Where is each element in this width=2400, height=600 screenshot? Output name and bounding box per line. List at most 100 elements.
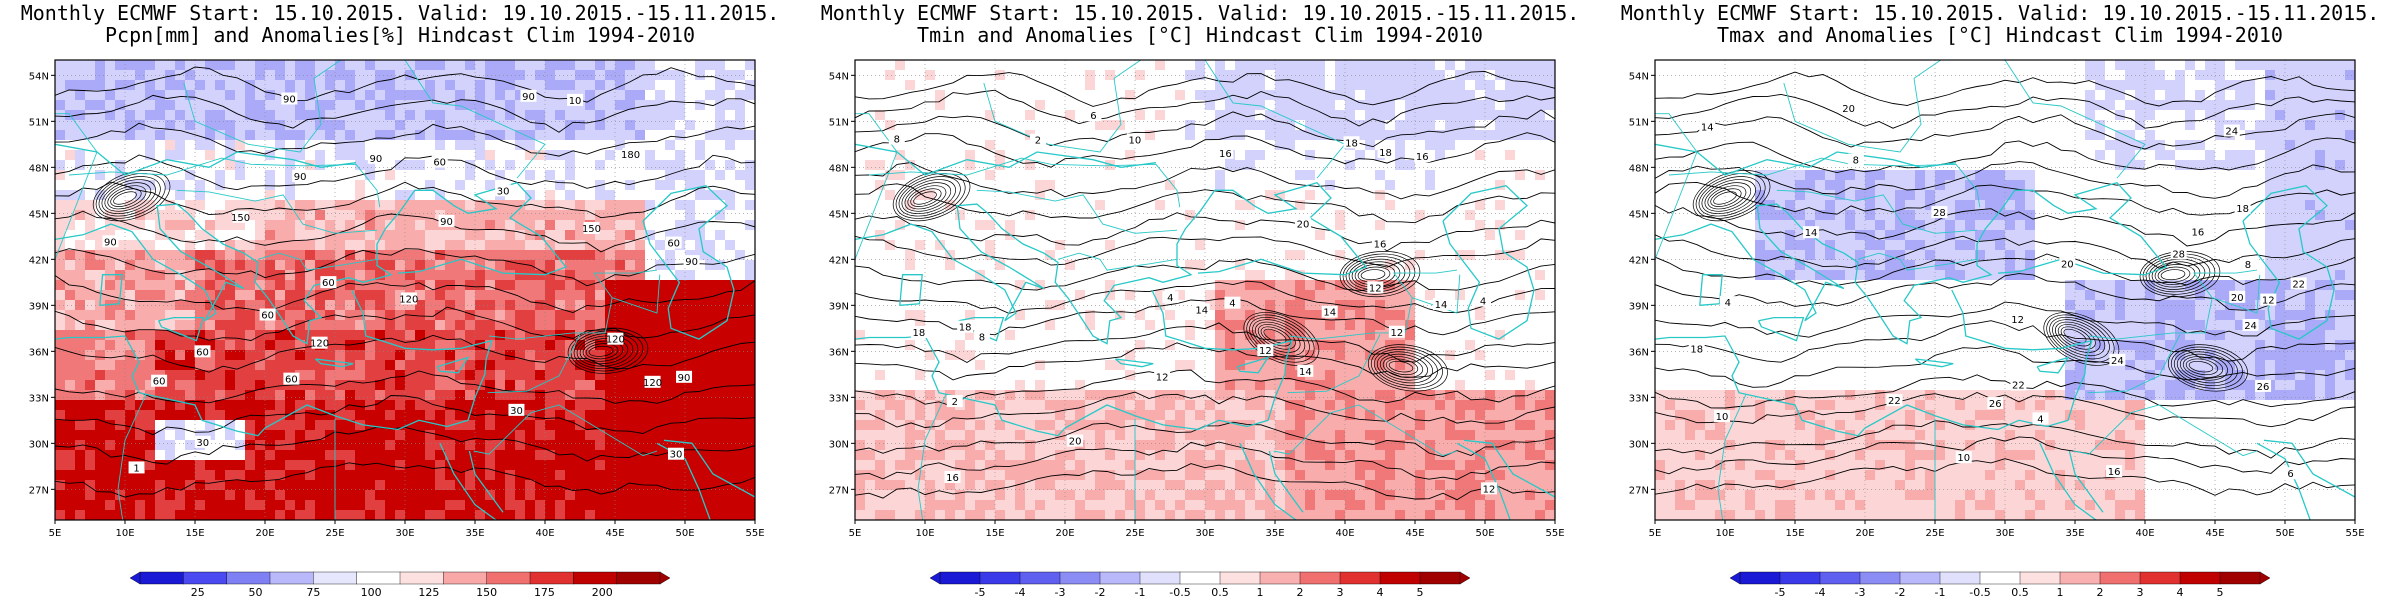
- country-border: [1717, 394, 1747, 520]
- contour-line: [1655, 93, 2355, 129]
- coastline: [1463, 439, 1555, 498]
- colorbar-label: -0.5: [1969, 586, 1990, 599]
- contour-line: [1655, 253, 2355, 286]
- colorbar-label: -3: [1855, 586, 1866, 599]
- contour-line: [588, 345, 614, 357]
- contour-label: 2: [952, 397, 958, 408]
- colorbar-label: 200: [592, 586, 613, 599]
- colorbar-label: 1: [2057, 586, 2064, 599]
- contour-label: 90: [283, 95, 296, 106]
- colorbar-label: 0.5: [2011, 586, 2029, 599]
- panel-title-line2: Tmin and Anomalies [°C] Hindcast Clim 19…: [917, 23, 1483, 47]
- tmin-map: 4212841412181016121420161814121620181214…: [829, 59, 1565, 599]
- colorbar-label: -4: [1815, 586, 1826, 599]
- colorbar-label: 0.5: [1211, 586, 1229, 599]
- coastline: [1239, 443, 1297, 520]
- colorbar-label: 5: [2217, 586, 2224, 599]
- country-border: [1783, 78, 1922, 153]
- lon-tick-label: 55E: [745, 528, 764, 539]
- contour-line: [573, 332, 639, 369]
- lon-tick-label: 10E: [915, 528, 934, 539]
- contour-label: 14: [1701, 123, 1714, 134]
- contour-label: 12: [1483, 484, 1496, 495]
- contour-line: [2167, 344, 2248, 392]
- country-border: [868, 157, 1181, 208]
- country-border: [1273, 404, 1458, 457]
- country-border: [257, 252, 378, 271]
- contour-label: 8: [894, 135, 900, 146]
- map-field: 90 60 30 90 60 90 120 90 120 180 150 120 150 60 60 120 6…: [55, 60, 755, 520]
- coastline: [1699, 274, 1723, 306]
- contour-line: [1698, 176, 1761, 217]
- contour-label: 120: [643, 378, 662, 389]
- colorbar-segment: [939, 571, 981, 585]
- contour-line: [855, 369, 1555, 408]
- lon-tick-label: 15E: [185, 528, 204, 539]
- contour-label: 12: [1156, 373, 1169, 384]
- contour-line: [855, 70, 1555, 107]
- coastline: [1442, 184, 1535, 340]
- contour-label: 26: [1989, 399, 2002, 410]
- lon-tick-label: 45E: [605, 528, 624, 539]
- contour-label: 18: [913, 328, 926, 339]
- contour-line: [2185, 358, 2219, 376]
- contour-line: [1246, 314, 1315, 363]
- colorbar-label: 1: [1257, 586, 1264, 599]
- contour-label: 90: [522, 92, 535, 103]
- lat-tick-label: 33N: [829, 393, 849, 404]
- colorbar-label: 2: [2097, 586, 2104, 599]
- lon-tick-label: 55E: [2345, 528, 2364, 539]
- contour-line: [55, 306, 755, 341]
- colorbar-segment: [616, 571, 661, 585]
- country-border: [983, 78, 1122, 153]
- contour-line: [1373, 349, 1438, 386]
- lat-tick-label: 45N: [29, 209, 49, 220]
- contour-line: [582, 340, 624, 362]
- coastline: [314, 358, 354, 368]
- contour-label: 150: [582, 224, 601, 235]
- contour-label: 120: [606, 335, 625, 346]
- coastline: [1655, 289, 2093, 437]
- contour-line: [55, 334, 755, 373]
- lat-tick-label: 39N: [829, 301, 849, 312]
- contour-line: [855, 235, 1555, 268]
- lat-tick-label: 27N: [1629, 485, 1649, 496]
- contour-label: 90: [440, 217, 453, 228]
- contour-line: [113, 191, 137, 205]
- colorbar-segment: [269, 571, 314, 585]
- lat-tick-label: 27N: [829, 485, 849, 496]
- contour-line: [1695, 173, 1766, 219]
- contour-line: [1655, 137, 2355, 174]
- lat-tick-label: 42N: [29, 255, 49, 266]
- contour-label: 18: [1345, 138, 1358, 149]
- tmax-map: 4861012161418202224262820222426161814121…: [1629, 59, 2365, 599]
- contour-label: 14: [1323, 308, 1336, 319]
- colorbar-arrow-left: [1729, 571, 1741, 585]
- contour-label: 28: [1933, 208, 1946, 219]
- contour-line: [2049, 316, 2110, 360]
- colorbar-segment: [1899, 571, 1941, 585]
- colorbar-segment: [139, 571, 184, 585]
- contour-line: [855, 258, 1555, 292]
- country-border: [1288, 269, 1458, 340]
- contour-line: [1385, 358, 1419, 376]
- contour-line: [1655, 205, 2355, 247]
- lat-tick-label: 39N: [29, 301, 49, 312]
- contour-line: [904, 182, 952, 212]
- colorbar-segment: [529, 571, 574, 585]
- colorbar-segment: [183, 571, 228, 585]
- contour-line: [855, 162, 1555, 200]
- contour-line: [110, 188, 142, 207]
- lon-tick-label: 40E: [535, 528, 554, 539]
- contour-line: [913, 191, 937, 205]
- contour-line: [585, 343, 619, 360]
- precip-map: 9060309060901209012018015012015060601206…: [29, 59, 765, 599]
- contour-line: [1655, 420, 2355, 459]
- contour-label: 20: [1297, 220, 1310, 231]
- lon-tick-label: 25E: [1925, 528, 1944, 539]
- contour-line: [55, 248, 755, 287]
- lat-tick-label: 51N: [1629, 117, 1649, 128]
- contour-label: 2: [1035, 136, 1041, 147]
- country-border: [2087, 334, 2181, 394]
- lon-tick-label: 25E: [325, 528, 344, 539]
